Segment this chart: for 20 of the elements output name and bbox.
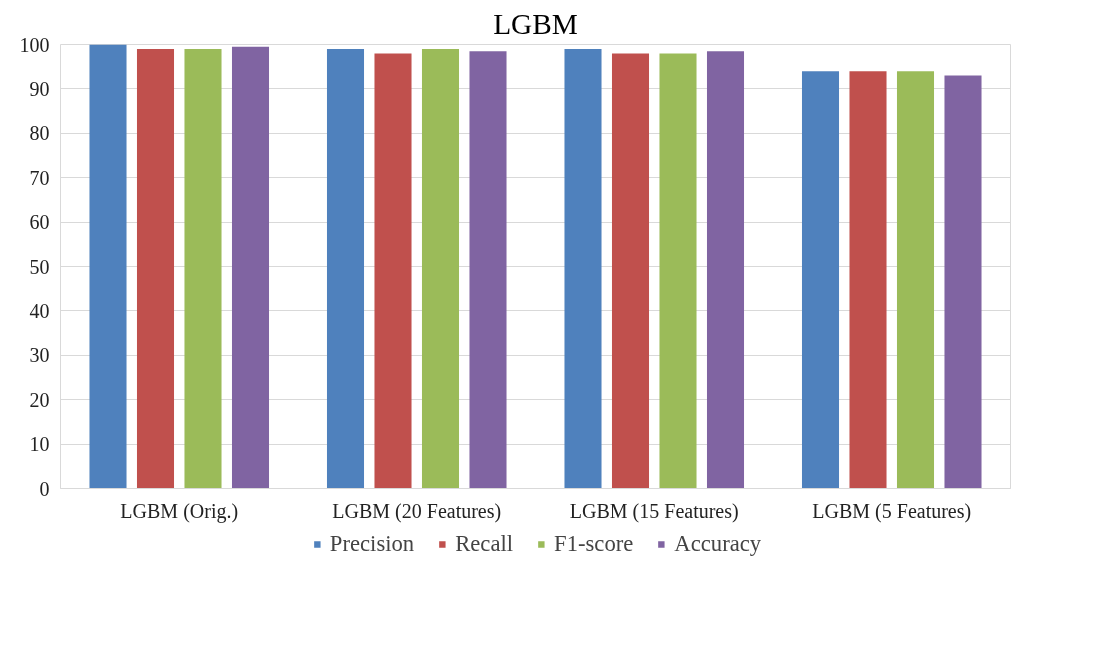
x-tick-label: LGBM (15 Features): [569, 499, 739, 523]
legend-label: Precision: [329, 531, 415, 557]
y-tick-label: 20: [29, 388, 50, 411]
y-tick-label: 50: [29, 255, 50, 278]
x-tick-label: LGBM (5 Features): [812, 499, 972, 523]
legend-label: Accuracy: [674, 531, 762, 557]
y-tick-label: 80: [29, 122, 50, 145]
y-tick-label: 100: [19, 33, 50, 56]
y-tick-label: 60: [29, 211, 50, 234]
chart-title: LGBM: [493, 7, 578, 40]
y-tick-label: 40: [29, 299, 50, 322]
y-tick-label: 0: [39, 477, 50, 500]
y-tick-label: 90: [29, 77, 50, 100]
y-tick-label: 70: [29, 166, 50, 189]
legend-label: F1-score: [554, 531, 634, 557]
y-tick-label: 30: [29, 344, 50, 367]
y-tick-label: 10: [29, 433, 50, 456]
legend-label: Recall: [455, 531, 514, 557]
x-tick-label: LGBM (Orig.): [120, 499, 239, 523]
x-tick-label: LGBM (20 Features): [332, 499, 502, 523]
